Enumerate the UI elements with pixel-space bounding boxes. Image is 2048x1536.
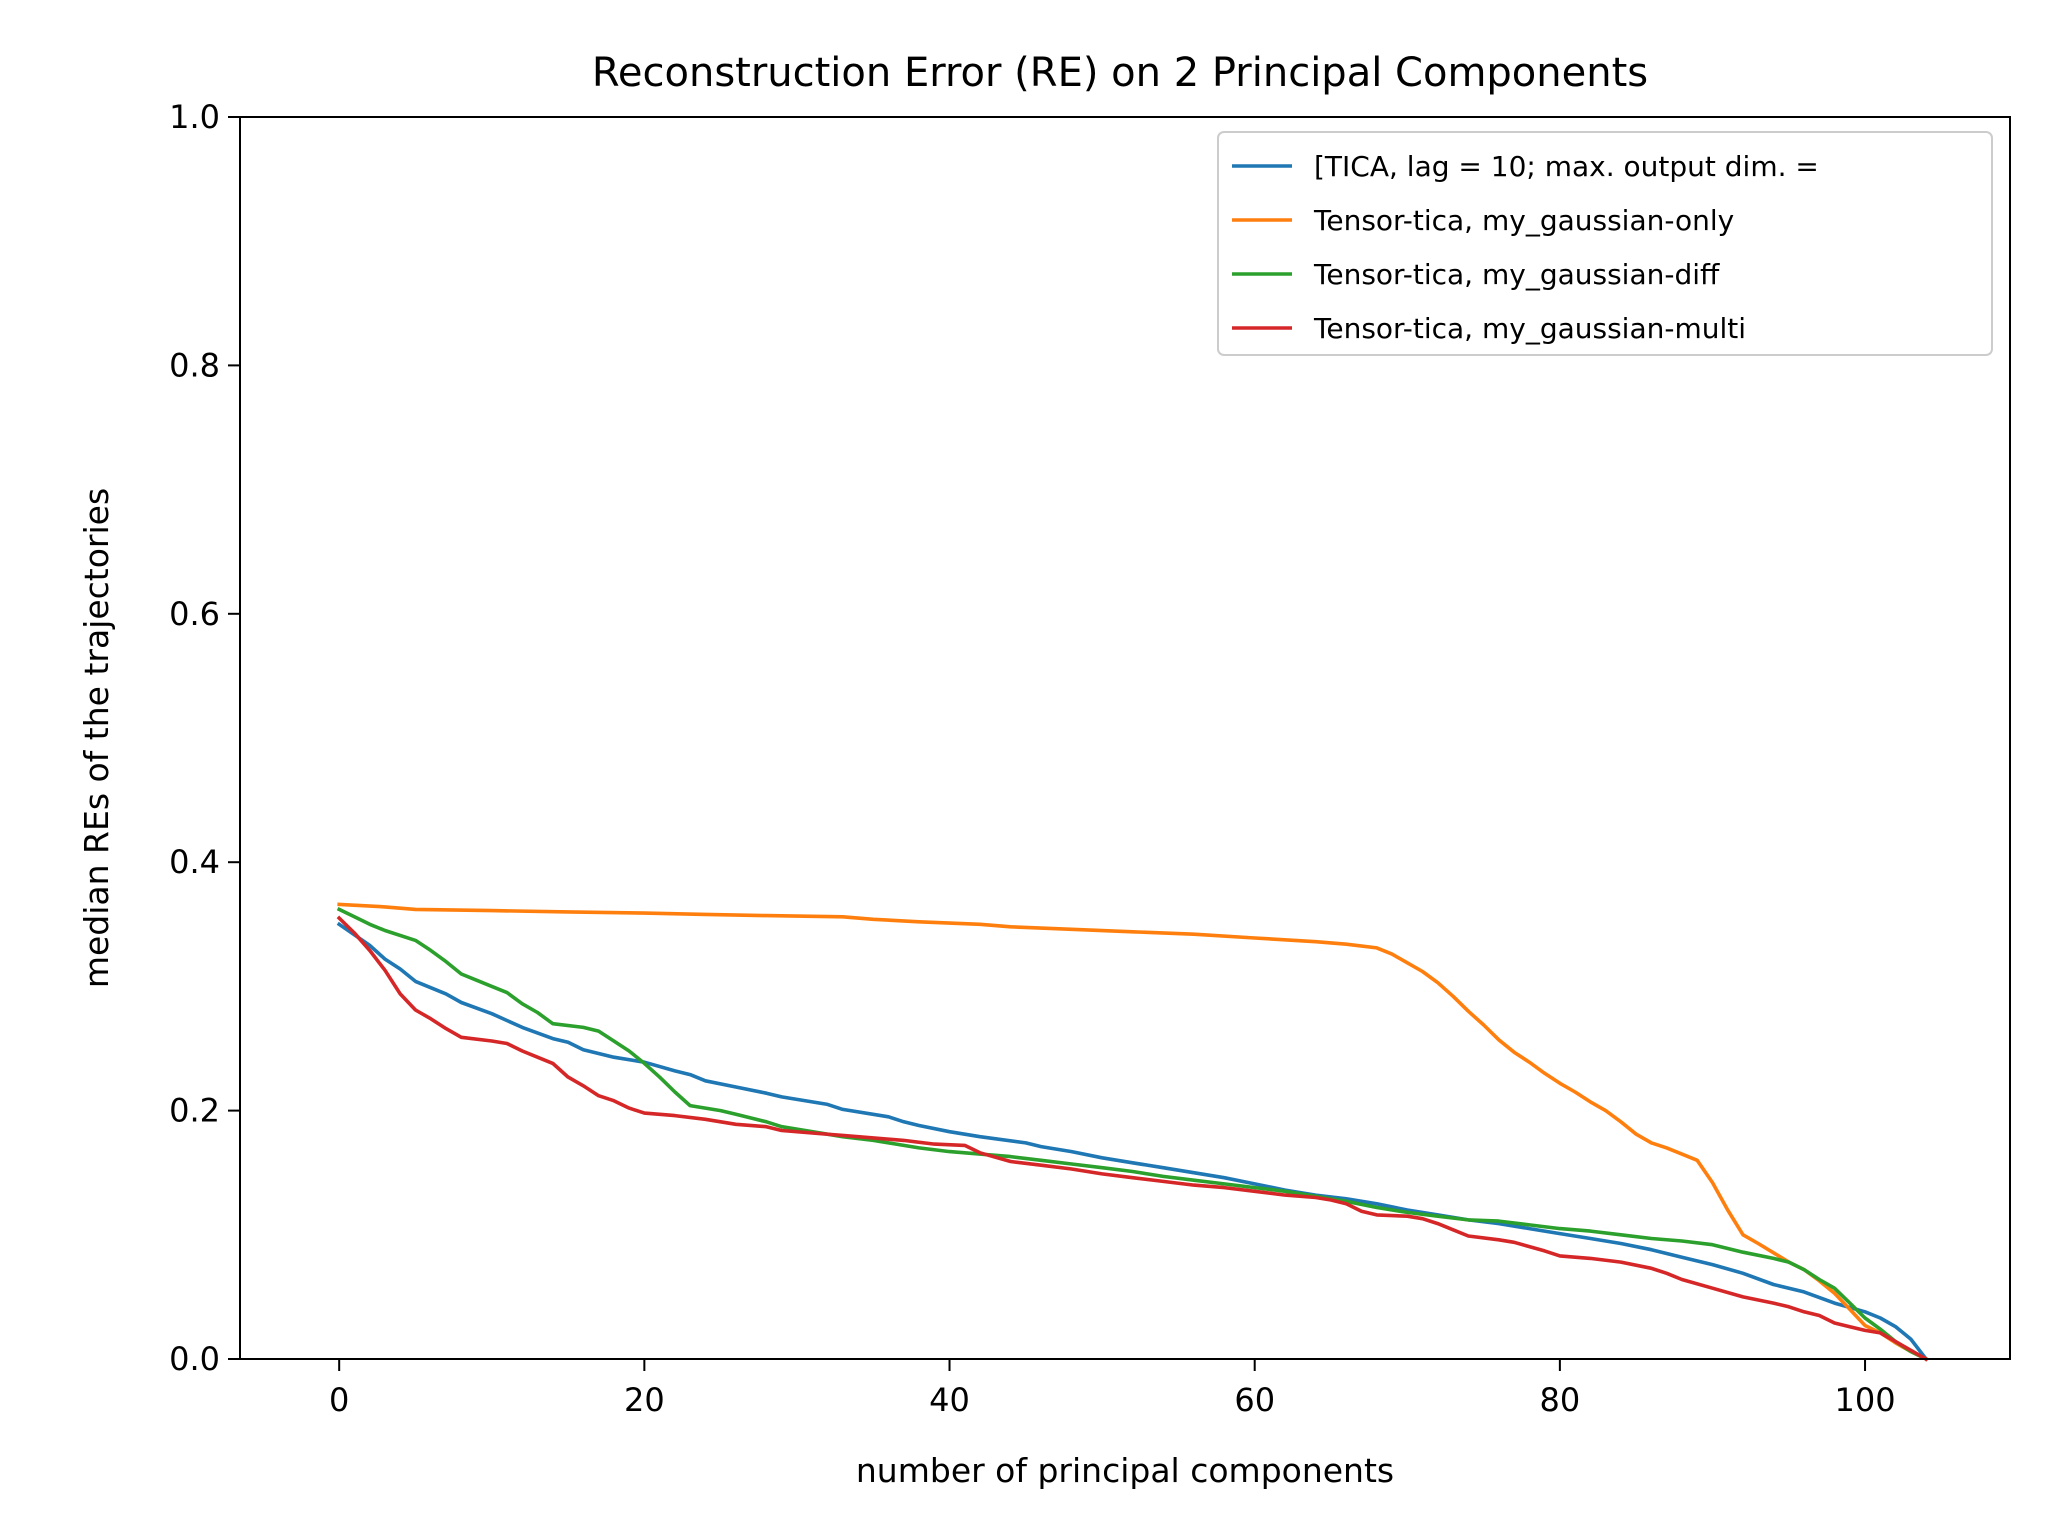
- legend-entry-0: [TICA, lag = 10; max. output dim. =: [1314, 150, 1819, 183]
- legend-entry-1: Tensor-tica, my_gaussian-only: [1313, 204, 1734, 237]
- x-tick-label: 40: [929, 1381, 970, 1419]
- y-tick-label: 0.4: [169, 843, 220, 881]
- series-line-2: [336, 906, 1929, 1362]
- y-tick-label: 0.6: [169, 595, 220, 633]
- plot-frame: [239, 116, 2011, 1360]
- x-tick-label: 60: [1234, 1381, 1275, 1419]
- series-line-3: [336, 915, 1929, 1362]
- series-lines: [336, 902, 1929, 1362]
- legend-frame: [1217, 131, 1993, 356]
- legend-entry-3: Tensor-tica, my_gaussian-multi: [1313, 312, 1746, 345]
- y-tick-label: 0.8: [169, 346, 220, 384]
- series-line-0: [336, 921, 1929, 1362]
- y-axis-label: median REs of the trajectories: [77, 488, 116, 988]
- legend-entry-2: Tensor-tica, my_gaussian-diff: [1313, 258, 1720, 291]
- x-axis-label: number of principal components: [856, 1451, 1394, 1490]
- axis-ticks: 0 20 40 60 80 100 0.0 0.2 0.4 0.6 0.8 1.0: [169, 98, 1895, 1419]
- x-tick-label: 80: [1540, 1381, 1581, 1419]
- x-tick-label: 100: [1835, 1381, 1896, 1419]
- chart-title: Reconstruction Error (RE) on 2 Principal…: [592, 50, 1648, 96]
- x-tick-label: 0: [329, 1381, 349, 1419]
- y-tick-label: 0.0: [169, 1340, 220, 1378]
- y-tick-label: 0.2: [169, 1092, 220, 1130]
- x-tick-label: 20: [624, 1381, 665, 1419]
- y-tick-label: 1.0: [169, 98, 220, 136]
- legend: [TICA, lag = 10; max. output dim. = Tenso…: [1217, 131, 1993, 356]
